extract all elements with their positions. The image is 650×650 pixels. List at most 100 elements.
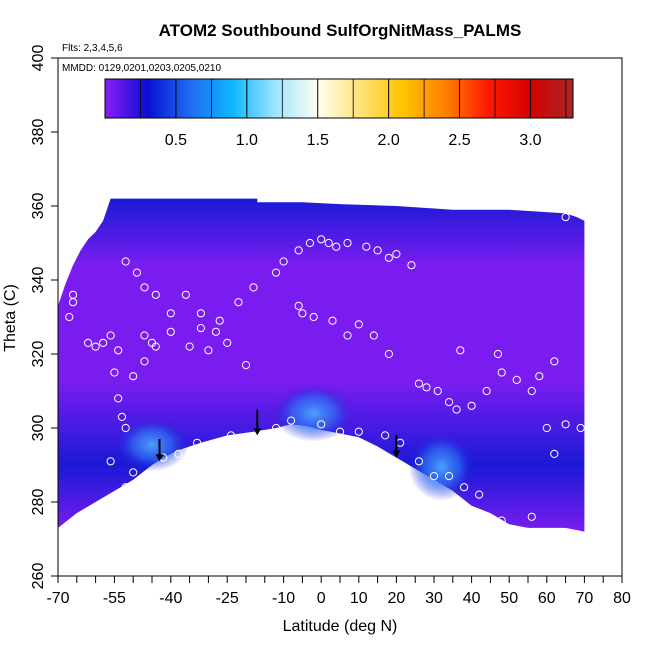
- sample-point: [271, 268, 281, 277]
- sample-point: [414, 457, 424, 466]
- sample-point: [121, 423, 130, 433]
- sample-point: [271, 423, 281, 433]
- sample-point: [196, 324, 205, 333]
- x-tick-label: 70: [576, 590, 594, 607]
- sample-point: [234, 298, 243, 307]
- x-tick-label: -10: [272, 590, 295, 607]
- sample-point: [106, 331, 115, 340]
- sample-point: [166, 327, 175, 336]
- sample-point: [512, 375, 521, 384]
- sample-point: [114, 394, 123, 403]
- chart-title: ATOM2 Southbound SulfOrgNitMass_PALMS: [159, 21, 522, 40]
- sample-point: [332, 242, 341, 251]
- sample-point: [196, 309, 205, 318]
- sample-point: [140, 331, 149, 340]
- sample-point: [381, 431, 390, 440]
- sample-point: [369, 331, 378, 340]
- sample-point: [166, 309, 175, 318]
- sample-point: [110, 368, 119, 377]
- x-tick-label: 30: [425, 590, 443, 607]
- sample-point: [482, 386, 491, 396]
- sample-point: [328, 316, 337, 325]
- x-tick-label: 20: [388, 590, 406, 607]
- x-tick-label: 80: [613, 590, 631, 607]
- colorbar: 0.5 1.0 1.5 2.0 2.5 3.0: [104, 78, 574, 149]
- sample-point: [459, 483, 469, 492]
- sample-point: [422, 383, 431, 392]
- sample-point: [223, 338, 232, 347]
- sample-point: [204, 442, 213, 451]
- y-tick-label: 300: [30, 415, 47, 442]
- sample-point: [147, 338, 157, 347]
- arrows: [155, 409, 401, 462]
- sample-point: [317, 420, 326, 429]
- sample-point: [561, 420, 570, 429]
- sample-point: [444, 472, 454, 481]
- sample-point: [279, 257, 288, 266]
- sample-point: [215, 316, 224, 325]
- arrow-head: [392, 450, 401, 458]
- sample-point: [354, 320, 363, 329]
- x-tick-label: -55: [103, 590, 126, 607]
- sample-point: [309, 312, 318, 322]
- sample-point: [354, 427, 363, 436]
- sample-point: [294, 246, 303, 255]
- sample-point: [204, 346, 213, 355]
- sample-point: [65, 312, 74, 322]
- sample-point: [140, 283, 149, 292]
- sample-point: [362, 242, 371, 251]
- x-tick-label: 40: [463, 590, 481, 607]
- sample-point: [343, 238, 352, 248]
- sample-point: [429, 472, 439, 481]
- sample-point: [129, 372, 138, 381]
- sample-point: [91, 342, 100, 351]
- field-area: [58, 198, 585, 532]
- sample-point: [226, 431, 236, 440]
- colorbar-ticks: 0.5 1.0 1.5 2.0 2.5 3.0: [140, 79, 567, 149]
- sample-point: [452, 405, 461, 414]
- sample-point: [181, 290, 190, 299]
- x-tick-label: 0: [317, 590, 326, 607]
- sample-point: [535, 372, 544, 381]
- dates-note: MMDD: 0129,0201,0203,0205,0210: [62, 63, 221, 74]
- sample-point: [83, 338, 93, 347]
- data-layer: [58, 198, 585, 532]
- sample-point: [527, 386, 536, 396]
- sample-point: [317, 235, 326, 244]
- sample-point: [99, 338, 108, 347]
- y-tick-label: 260: [30, 563, 47, 590]
- colorbar-tick-label: 1.5: [307, 132, 329, 149]
- sample-point: [475, 490, 484, 499]
- x-tick-label: -25: [216, 590, 239, 607]
- x-axis-label: Latitude (deg N): [283, 618, 398, 635]
- sample-point: [305, 238, 315, 248]
- sample-point: [294, 301, 303, 310]
- y-tick-label: 360: [30, 193, 47, 220]
- high-concentration-patch: [408, 432, 475, 501]
- sample-point: [550, 357, 559, 366]
- sample-point: [392, 250, 401, 259]
- sample-point: [117, 490, 127, 499]
- y-tick-label: 380: [30, 119, 47, 146]
- sample-point: [249, 283, 258, 292]
- sample-point: [129, 468, 138, 477]
- x-tick-label: 10: [350, 590, 368, 607]
- colorbar-tick-label: 2.5: [448, 132, 470, 149]
- y-tick-label: 280: [30, 489, 47, 516]
- x-tick-label: -40: [159, 590, 182, 607]
- colorbar-tick-label: 0.5: [165, 132, 187, 149]
- sample-point: [561, 213, 570, 222]
- sample-point: [384, 349, 393, 359]
- y-tick-label: 340: [30, 267, 47, 294]
- colorbar-tick-label: 3.0: [519, 132, 541, 149]
- sample-point: [335, 427, 345, 436]
- sample-point: [121, 257, 130, 266]
- colorbar-tick-label: 2.0: [378, 132, 400, 149]
- arrow-head: [253, 428, 262, 436]
- sample-point: [68, 298, 78, 307]
- sample-point: [373, 246, 382, 255]
- x-tick-label: 60: [538, 590, 556, 607]
- sample-point: [185, 342, 194, 351]
- x-tick-label: -70: [46, 590, 69, 607]
